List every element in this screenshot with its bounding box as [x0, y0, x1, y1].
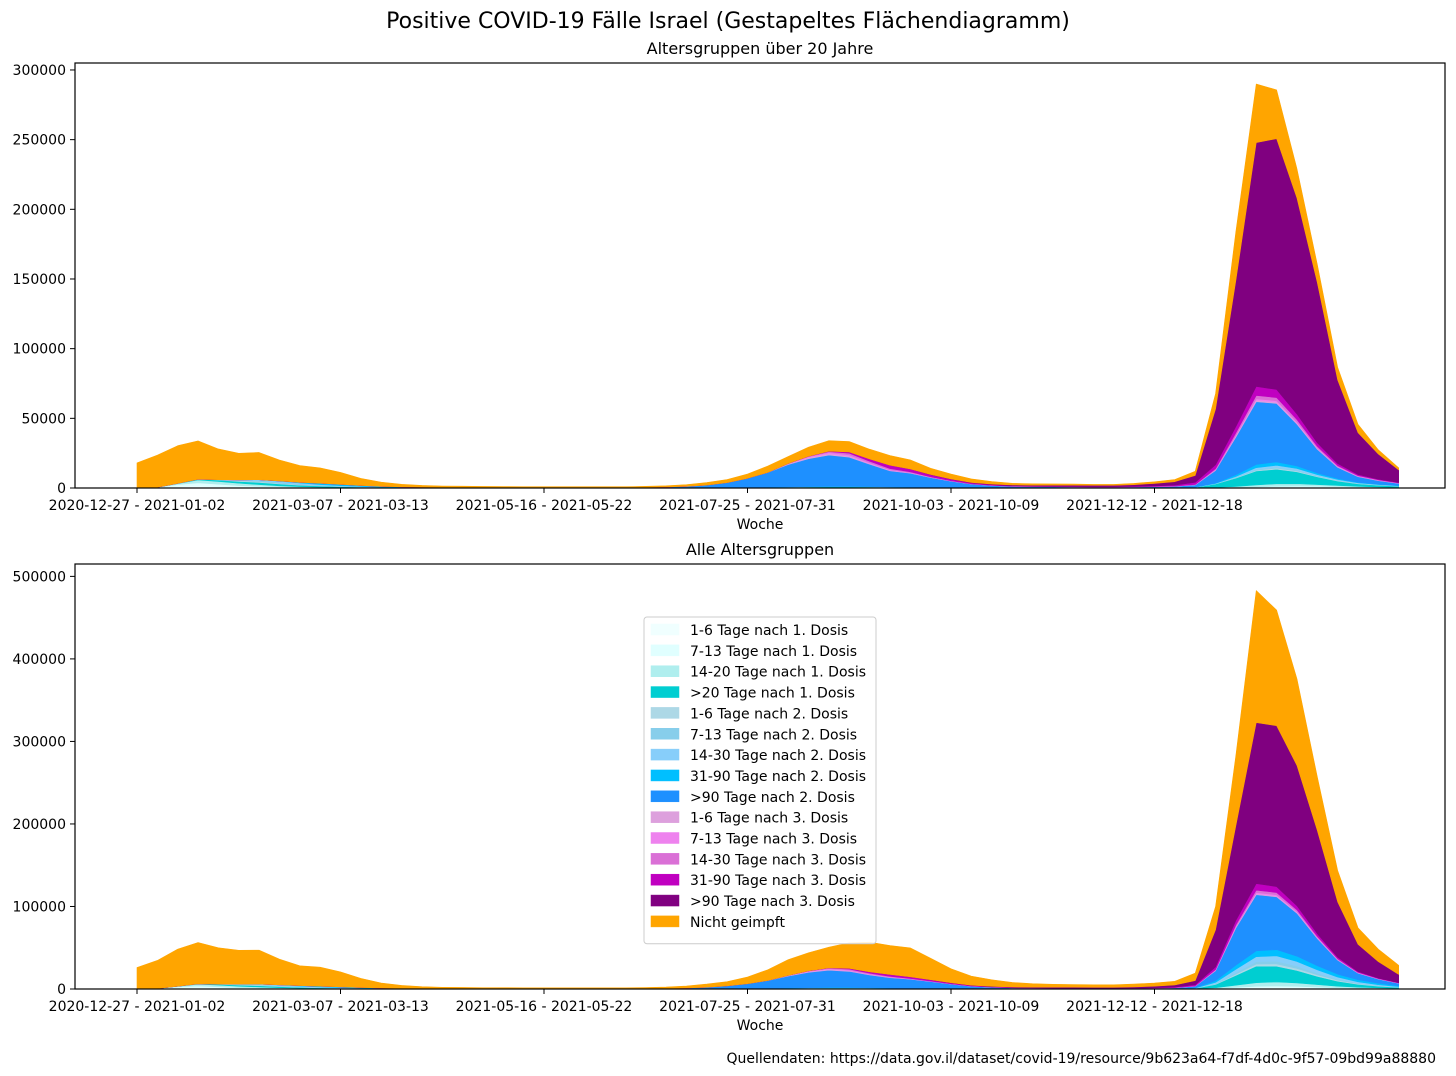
x-tick-label: 2020-12-27 - 2021-01-02: [49, 498, 226, 514]
y-tick-label: 0: [57, 982, 66, 998]
legend-entry-label: Nicht geimpft: [690, 915, 785, 931]
legend-swatch: [650, 748, 680, 761]
y-tick-label: 200000: [13, 817, 66, 833]
axes-frame: [74, 62, 1446, 489]
y-tick-label: 50000: [21, 411, 66, 427]
legend-swatch: [650, 811, 680, 823]
legend-swatch: [650, 665, 680, 677]
axes-frame: [74, 563, 1446, 990]
chart-title: Altersgruppen über 20 Jahre: [647, 39, 874, 58]
x-axis-label: Woche: [737, 517, 784, 533]
legend-swatch: [650, 873, 680, 886]
legend-swatch: [650, 686, 680, 698]
legend-entry-label: 31-90 Tage nach 2. Dosis: [690, 769, 866, 785]
x-tick-label: 2021-05-16 - 2021-05-22: [456, 999, 633, 1015]
area-series-14: [136, 83, 1399, 488]
y-tick-label: 100000: [13, 899, 66, 915]
figure-title: Positive COVID-19 Fälle Israel (Gestapel…: [386, 9, 1070, 34]
legend-entry-label: 14-30 Tage nach 3. Dosis: [690, 852, 866, 868]
legend: 1-6 Tage nach 1. Dosis 7-13 Tage nach 1. …: [643, 616, 877, 945]
legend-entry-label: 14-20 Tage nach 1. Dosis: [690, 665, 866, 681]
legend-swatch: [650, 832, 680, 844]
legend-swatch: [650, 894, 680, 907]
y-tick-label: 200000: [13, 202, 66, 218]
x-tick-label: 2021-03-07 - 2021-03-13: [252, 498, 429, 514]
x-tick-label: 2021-07-25 - 2021-07-31: [659, 999, 836, 1015]
y-tick-label: 250000: [13, 133, 66, 149]
legend-entry-label: >20 Tage nach 1. Dosis: [690, 686, 855, 702]
legend-entry-label: 14-30 Tage nach 2. Dosis: [690, 748, 866, 764]
legend-swatch: [650, 853, 680, 865]
chart-bottom-all-ages: 0 100000 200000 300000 400000 500000 2020-12-2…: [13, 540, 1446, 1034]
x-tick-label: 2021-05-16 - 2021-05-22: [456, 498, 633, 514]
y-tick-label: 0: [57, 481, 66, 497]
legend-entry-label: >90 Tage nach 3. Dosis: [690, 894, 855, 910]
x-axis-label: Woche: [737, 1018, 784, 1034]
y-tick-label: 150000: [13, 272, 66, 288]
x-tick-label: 2021-03-07 - 2021-03-13: [252, 999, 429, 1015]
legend-swatch: [650, 707, 680, 719]
legend-entry-label: 7-13 Tage nach 1. Dosis: [690, 644, 857, 660]
x-tick-label: 2020-12-27 - 2021-01-02: [49, 999, 226, 1015]
y-tick-label: 300000: [13, 734, 66, 750]
legend-entry-label: 31-90 Tage nach 3. Dosis: [690, 873, 866, 889]
legend-swatch: [650, 769, 680, 782]
chart-top-adults: 0 50000 100000 150000 200000 250000 300000 2020…: [13, 39, 1446, 533]
legend-entry-label: 7-13 Tage nach 2. Dosis: [690, 727, 857, 743]
x-tick-label: 2021-10-03 - 2021-10-09: [863, 498, 1040, 514]
legend-entry-label: 1-6 Tage nach 2. Dosis: [690, 706, 848, 722]
legend-box: [643, 616, 877, 945]
x-tick-label: 2021-07-25 - 2021-07-31: [659, 498, 836, 514]
legend-swatch: [650, 728, 680, 740]
source-note: Quellendaten: https://data.gov.il/datase…: [726, 1051, 1436, 1067]
x-tick-label: 2021-12-12 - 2021-12-18: [1066, 498, 1243, 514]
x-tick-label: 2021-10-03 - 2021-10-09: [863, 999, 1040, 1015]
x-tick-label: 2021-12-12 - 2021-12-18: [1066, 999, 1243, 1015]
y-tick-label: 300000: [13, 63, 66, 79]
y-tick-label: 400000: [13, 652, 66, 668]
legend-swatch: [650, 915, 680, 928]
legend-swatch: [650, 623, 680, 636]
chart-title: Alle Altersgruppen: [686, 540, 834, 559]
legend-swatch: [650, 790, 680, 803]
legend-entry-label: 1-6 Tage nach 3. Dosis: [690, 811, 848, 827]
legend-entry-label: >90 Tage nach 2. Dosis: [690, 790, 855, 806]
y-tick-label: 100000: [13, 342, 66, 358]
legend-entry-label: 1-6 Tage nach 1. Dosis: [690, 623, 848, 639]
y-tick-label: 500000: [13, 569, 66, 585]
legend-entry-label: 7-13 Tage nach 3. Dosis: [690, 832, 857, 848]
legend-swatch: [650, 644, 680, 657]
